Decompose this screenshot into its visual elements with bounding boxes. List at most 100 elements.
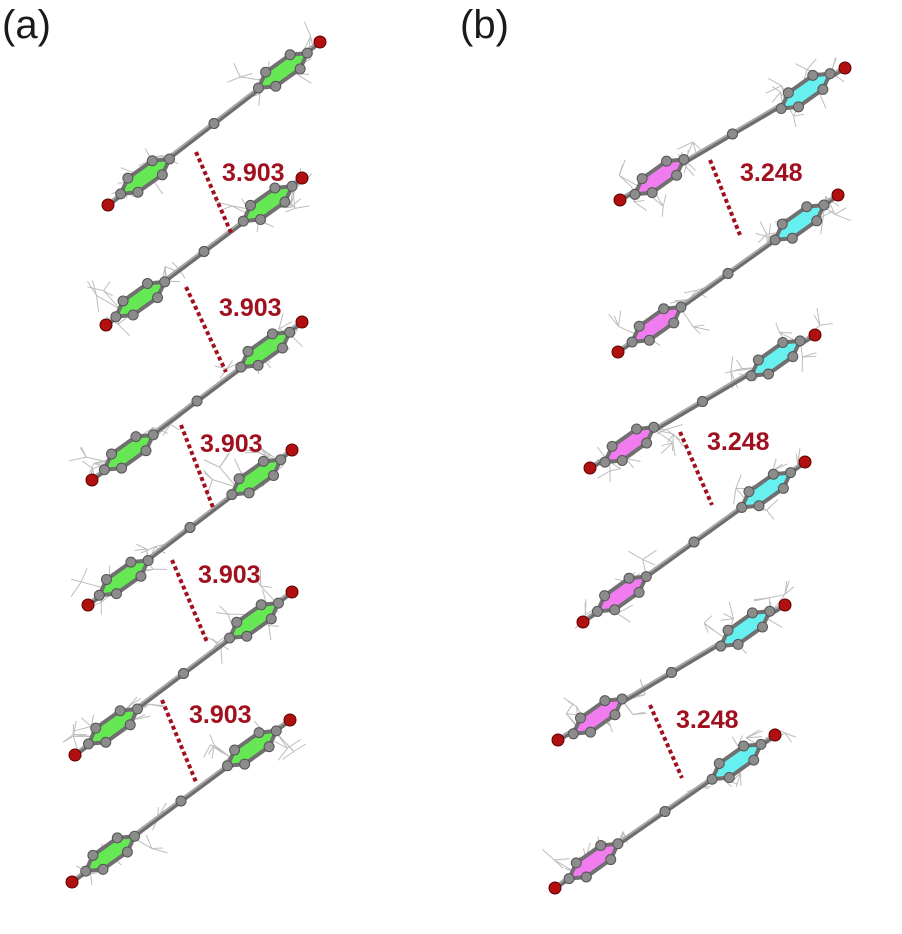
oxygen-atom [551,733,565,747]
oxygen-atom [283,713,297,727]
h-wire-bond [660,442,674,455]
carbon-atom [633,320,645,332]
carbon-atom [242,345,254,357]
carbon-atom [252,359,264,371]
contact-line [179,424,216,511]
carbon-atom [605,854,617,866]
h-wire-bond [81,460,94,470]
h-wire-bond [80,568,88,583]
carbon-atom [124,719,136,731]
h-wire-bond [216,612,229,615]
carbon-atom [748,754,760,766]
carbon-atom [83,738,95,750]
carbon-atom [243,487,255,499]
h-wire-bond [806,58,817,71]
h-wire-bond [628,550,644,560]
carbon-atom [100,736,112,748]
carbon-atom [643,334,655,346]
carbon-atom [585,726,597,738]
h-wire-bond [720,618,734,621]
carbon-atom [152,292,164,304]
carbon-atom [129,830,141,842]
carbon-atom [606,440,618,452]
carbon-atom [752,354,764,366]
h-wire-bond [292,188,296,209]
h-wire-bond [683,290,697,294]
h-wire-bond [240,73,253,78]
h-wire-bond [93,459,108,464]
h-wire-bond [151,847,163,850]
h-wire-bond [277,747,288,761]
h-wire-bond [642,559,656,566]
carbon-atom [646,187,658,199]
carbon-atom [764,605,776,617]
carbon-atom [574,712,586,724]
h-wire-bond [793,115,797,128]
distance-label-a-2: 3.903 [219,294,282,322]
carbon-atom [631,423,643,435]
carbon-atom [723,772,735,784]
carbon-atom [233,473,245,485]
h-wire-bond [294,205,310,209]
carbon-atom [237,215,249,227]
oxygen-atom [548,881,562,895]
h-wire-bond [278,321,293,330]
carbon-atom [97,863,109,875]
carbon-atom [184,522,196,533]
carbon-atom [563,873,575,885]
oxygen-atom [768,728,782,742]
carbon-atom [722,624,734,636]
h-wire-bond [80,446,87,458]
h-wire-bond [261,589,268,605]
panel-b-label: (b) [460,3,509,47]
contact-layer [160,151,742,783]
h-wire-bond [693,324,705,328]
carbon-atom [284,49,296,61]
carbon-atom [198,246,210,257]
carbon-atom [253,727,265,739]
carbon-atom [93,589,105,601]
h-wire-bond [731,736,739,747]
h-wire-bond [618,174,640,188]
carbon-atom [142,554,154,566]
h-wire-bond [771,91,781,103]
h-wire-bond [683,162,688,174]
h-wire-bond [240,76,263,82]
carbon-atom [276,342,288,354]
carbon-atom [794,335,806,347]
carbon-atom [110,311,122,323]
carbon-atom [221,760,233,772]
carbon-atom [121,846,133,858]
carbon-atom [595,839,607,851]
h-wire-bond [618,310,622,327]
h-wire-bond [565,703,574,714]
carbon-atom [235,361,247,373]
h-wire-bond [268,624,279,627]
h-wire-bond [834,213,852,222]
distance-label-b-3: 3.248 [676,706,739,734]
carbon-atom [132,186,144,198]
h-wire-bond [632,712,647,716]
carbon-atom [706,773,718,785]
carbon-atom [659,806,671,817]
h-wire-bond [80,717,92,727]
carbon-atom [792,101,804,113]
carbon-atom [580,871,592,883]
h-wire-bond [134,715,151,720]
h-wire-bond [89,873,93,886]
h-wire-bond [625,458,641,462]
contact-line [648,704,684,779]
h-wire-bond [86,456,109,463]
h-wire-bond [686,162,696,171]
oxygen-atom [295,171,309,185]
carbon-atom [636,173,648,185]
h-wire-bond [753,597,770,601]
h-wire-bond [68,456,87,462]
carbon-atom [609,709,621,721]
carbon-atom [626,336,638,348]
h-wire-bond [127,696,138,708]
carbon-atom [294,63,306,75]
h-wire-bond [757,233,767,244]
carbon-atom [269,182,281,194]
h-wire-bond [767,618,783,628]
